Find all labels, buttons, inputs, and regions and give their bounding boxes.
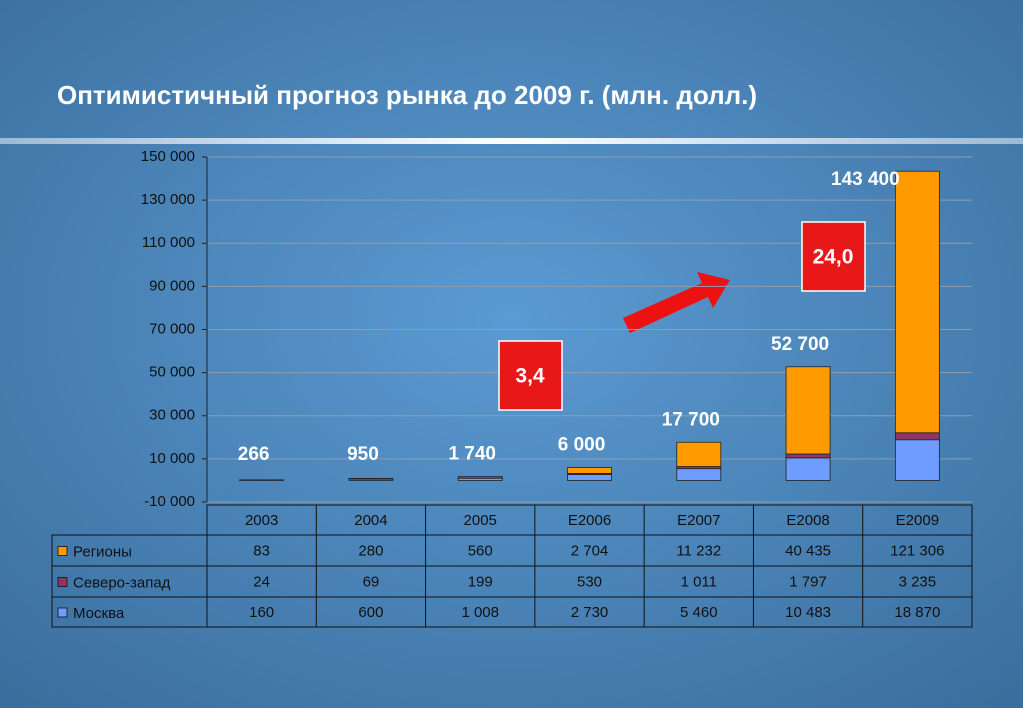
bar-segment [785,453,831,459]
x-tick-label: E2008 [786,512,829,529]
total-label: 1 740 [448,444,496,465]
table-cell: 5 460 [680,604,718,621]
y-tick-label: 10 000 [149,450,195,467]
bar-segment [567,467,612,474]
total-label: 6 000 [558,435,606,456]
table-cell: 18 870 [894,604,940,621]
table-cell: 69 [363,573,380,590]
table-cell: 1 011 [681,573,717,590]
y-tick-label: 130 000 [141,191,195,208]
table-cell: 530 [577,573,602,590]
y-tick-label: 30 000 [149,407,195,424]
table-cell: 121 306 [890,542,944,559]
y-tick-label: -10 000 [144,493,195,510]
total-label: 143 400 [831,169,900,190]
plot: -10 000 10 000 30 000 50 000 70 000 90 000 110… [51,148,973,628]
table-cell: 1 008 [461,604,499,621]
annotation-box [801,221,866,292]
x-tick-label: E2006 [568,512,611,529]
bar-segment [676,468,722,481]
y-tick-label: 110 000 [142,234,195,251]
chart-title: Оптимистичный прогноз рынка до 2009 г. (… [57,80,757,110]
bar-segment [567,474,612,481]
table-cell: 560 [468,542,493,559]
total-label: 52 700 [771,334,829,355]
bar-segment [785,457,831,481]
x-tick-label: E2009 [896,512,939,529]
table-cell: 600 [358,604,383,621]
y-tick-label: 90 000 [149,277,195,294]
annotation: 3,4 [515,365,545,388]
legend-swatch [57,607,68,618]
bar-segment [894,439,940,481]
table-cell: 280 [358,542,383,559]
arrow [623,272,730,333]
total-label: 17 700 [662,409,720,430]
divider [0,138,1023,144]
annotation-box [498,340,563,411]
bar-segment [785,366,831,455]
legend-label: Северо-запад [73,574,171,591]
annotation: 24,0 [813,246,854,269]
table-cell: 2 704 [571,542,609,559]
table-cell: 83 [253,542,270,559]
y-tick-label: 50 000 [149,364,195,381]
bar-segment [894,432,940,441]
bar-segment [676,441,722,467]
legend-label: Москва [73,605,125,622]
bar-segment [457,476,503,479]
x-tick-label: E2007 [677,512,720,529]
table-cell: 3 235 [899,573,937,590]
table-cell: 40 435 [785,542,831,559]
table-cell: 199 [468,573,493,590]
x-tick-label: 2005 [464,512,497,529]
table-cell: 160 [249,604,274,621]
bar-segment [348,477,394,480]
x-tick-label: 2003 [245,512,278,529]
table-cell: 1 797 [789,573,827,590]
total-label: 266 [238,444,270,465]
bar-segment [894,170,940,434]
table-cell: 11 232 [676,542,721,559]
legend-label: Регионы [73,543,132,560]
y-tick-label: 70 000 [149,320,195,337]
total-label: 950 [347,444,379,465]
y-tick-label: 150 000 [141,148,195,165]
table-cell: 10 483 [785,604,831,621]
legend-swatch [57,577,68,587]
table-cell: 24 [253,573,270,590]
x-tick-label: 2004 [354,512,387,529]
legend-swatch [57,546,68,556]
table-cell: 2 730 [571,604,609,621]
